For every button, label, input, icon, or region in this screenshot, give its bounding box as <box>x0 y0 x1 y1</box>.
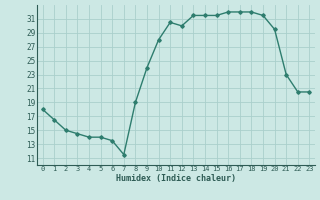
X-axis label: Humidex (Indice chaleur): Humidex (Indice chaleur) <box>116 174 236 183</box>
